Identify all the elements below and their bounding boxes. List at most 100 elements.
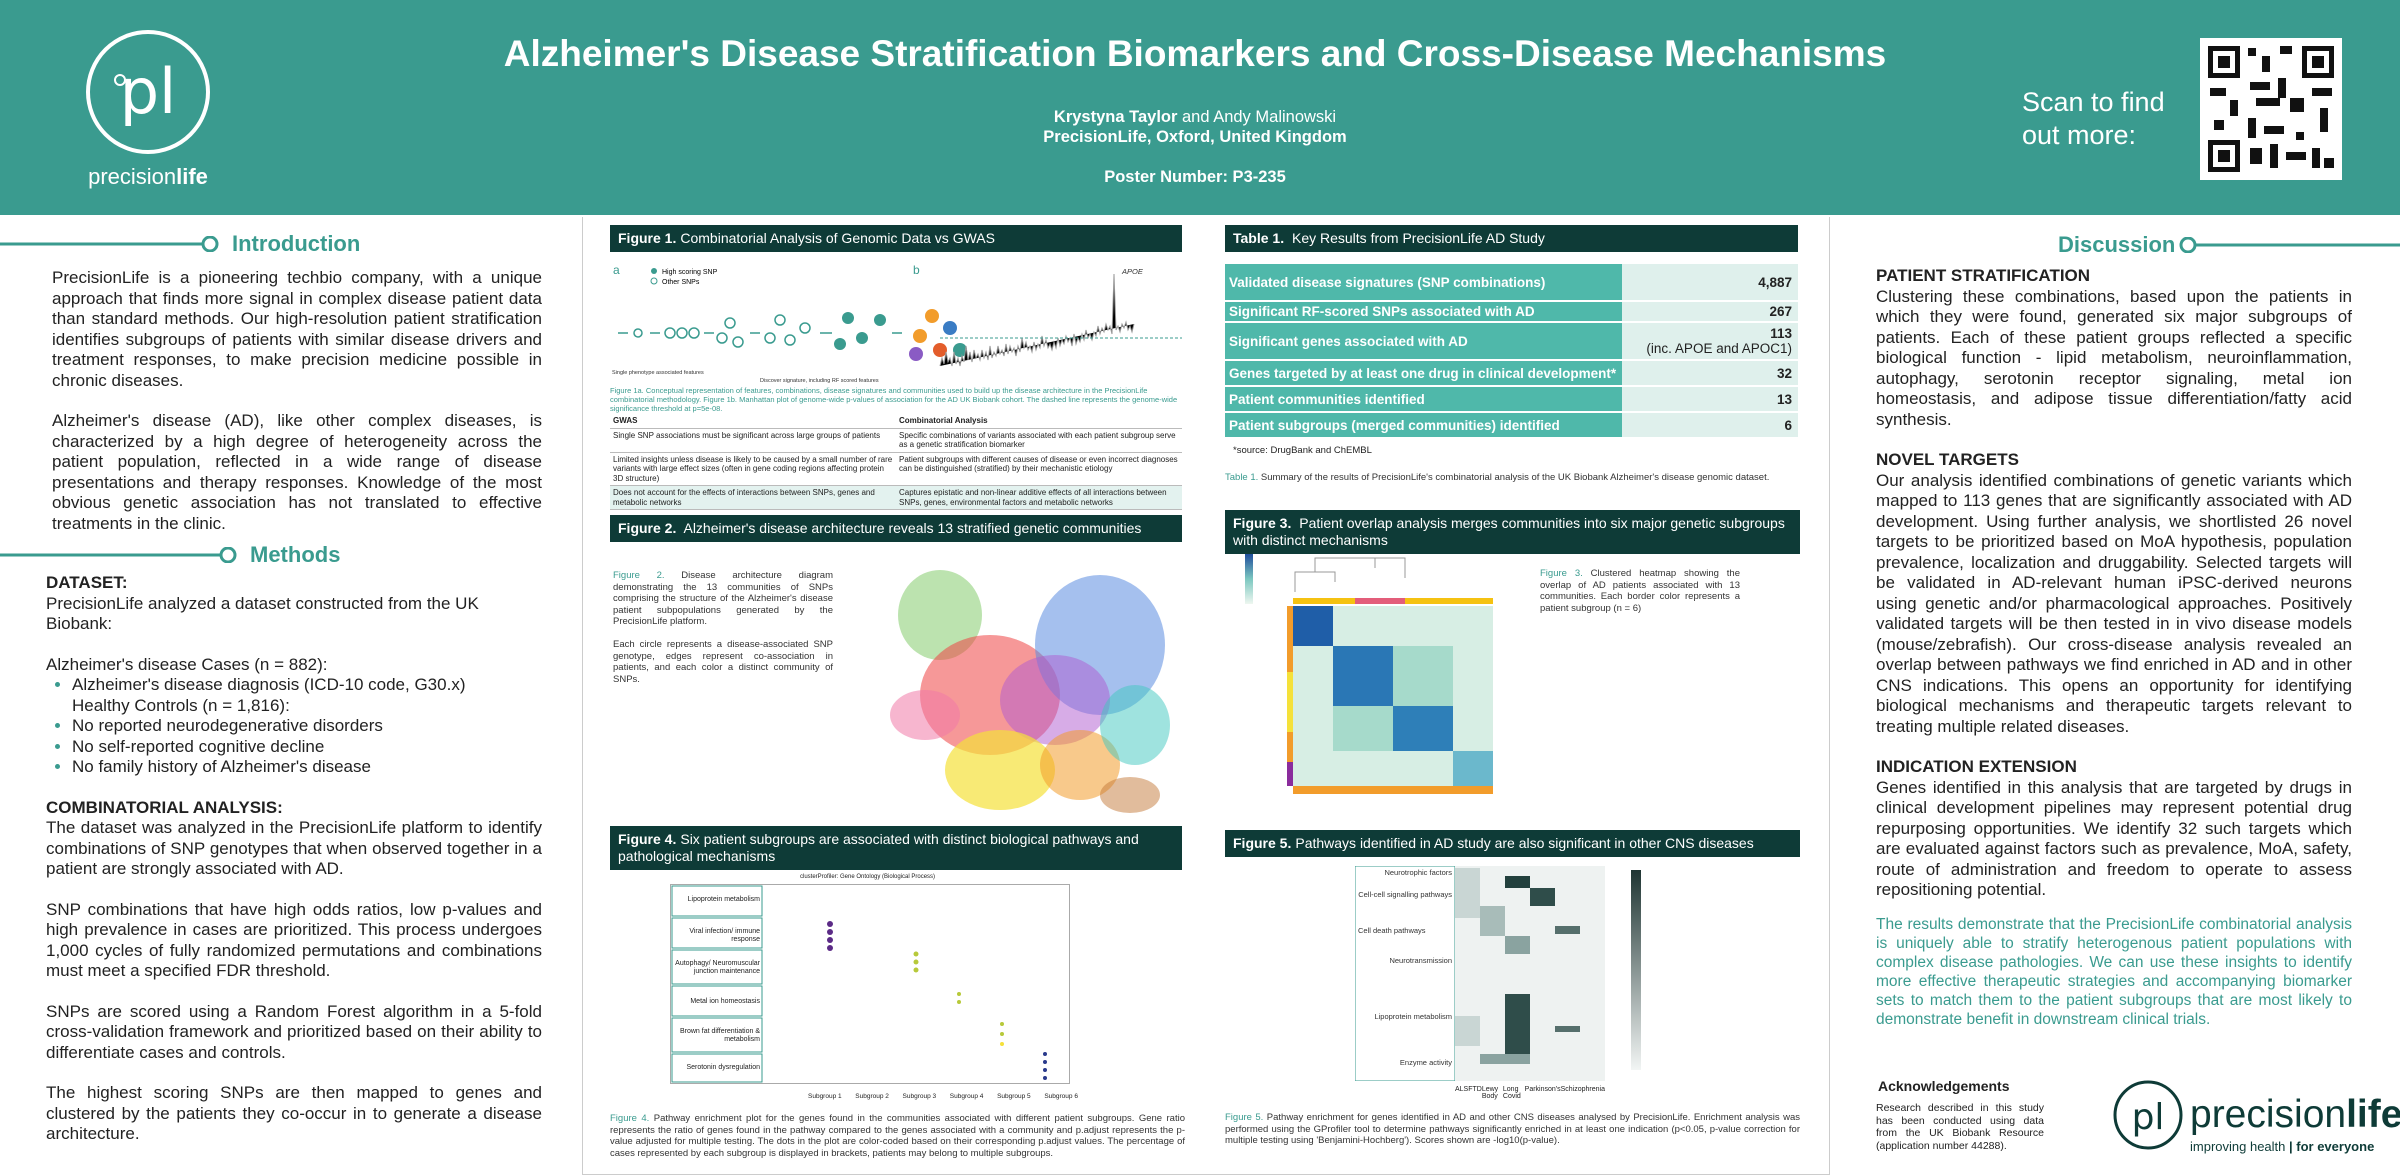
header — [0, 0, 2400, 215]
svg-text:Discover signature, including: Discover signature, including RF scored … — [760, 378, 879, 384]
heading-line — [0, 236, 219, 252]
svg-text:pl: pl — [2132, 1097, 2165, 1138]
figure-caption: Figure 1a. Conceptual representation of … — [610, 386, 1178, 413]
bullet: No family history of Alzheimer's disease — [72, 757, 542, 778]
step-label: Discover signature, including RF scored … — [760, 378, 879, 384]
poster-title: Alzheimer's Disease Stratification Bioma… — [503, 33, 1887, 74]
gene-label: APOE — [1121, 267, 1144, 276]
table-cell: Does not account for the effects of inte… — [610, 485, 896, 510]
value-note: (inc. APOE and APOC1) — [1646, 341, 1792, 356]
x-label: Lewy Body — [1481, 1086, 1499, 1100]
scan-text: Scan to find out more: — [2022, 87, 2165, 150]
footer-logo: pl precisionlife improving health | for … — [2113, 1080, 2400, 1154]
figure-title: Figure 1. Combinatorial Analysis of Genom… — [610, 225, 1182, 252]
section-heading: Introduction — [232, 231, 361, 256]
caption-label: Figure 3. — [1540, 568, 1583, 579]
caption-label: Figure 5. — [1225, 1112, 1264, 1123]
y-label: Lipoprotein metabolism — [1374, 1012, 1452, 1021]
figure-title-text: Alzheimer's disease architecture reveals… — [683, 520, 1142, 536]
table-row-label: Significant genes associated with AD — [1225, 323, 1622, 359]
table-note: *source: DrugBank and ChEMBL — [1233, 445, 1372, 456]
svg-text:precisionlife: precisionlife — [88, 164, 208, 189]
paragraph: PrecisionLife analyzed a dataset constru… — [46, 593, 479, 634]
panel-label: a — [613, 263, 620, 277]
affiliation: PrecisionLife, Oxford, United Kingdom — [1043, 128, 1347, 146]
table-row-label: Patient subgroups (merged communities) i… — [1225, 413, 1622, 437]
x-labels: ALS FTD Lewy Body Long Covid Parkinson's Schi… — [1455, 1086, 1605, 1100]
x-label: Subgroup 3 — [902, 1093, 937, 1100]
pathway-labels: Neurotrophic factors Cell-cell signallin… — [1358, 868, 1452, 1067]
figure-label: Figure 2. — [618, 520, 677, 536]
figure-1: a b High scoring SNP Other SNPs Single p… — [612, 263, 1182, 384]
table-header: GWAS — [610, 414, 896, 429]
label: Healthy Controls (n = 1,816): — [72, 695, 290, 715]
paragraph: Our analysis identified combinations of … — [1876, 470, 2352, 736]
qr-code — [2200, 38, 2342, 180]
caption-text: Summary of the results of PrecisionLife'… — [1260, 472, 1770, 483]
heatmap — [1245, 554, 1493, 794]
figure-title: Figure 4. Six patient subgroups are assoc… — [610, 826, 1182, 870]
figure-title-text: Patient overlap analysis merges communit… — [1233, 515, 1785, 548]
table-row-label: Significant RF-scored SNPs associated wi… — [1225, 302, 1622, 321]
svg-text:precisionlife: precisionlife — [2190, 1093, 2400, 1136]
label: COMBINATORIAL ANALYSIS: — [46, 797, 283, 817]
table-cell: Captures epistatic and non-linear additi… — [896, 485, 1182, 510]
caption-label: Figure 4. — [610, 1113, 650, 1124]
dot-plot — [670, 884, 1070, 1084]
table-value: 113 (inc. APOE and APOC1) — [1622, 323, 1798, 359]
paragraph: Alzheimer's disease (AD), like other com… — [52, 411, 542, 533]
heading-line — [2179, 237, 2400, 253]
author: and Andy Malinowski — [1182, 108, 1337, 126]
logo-word: life — [2346, 1093, 2400, 1136]
x-label: Subgroup 1 — [808, 1093, 842, 1100]
intro-text: PrecisionLife is a pioneering techbio co… — [52, 268, 542, 534]
y-label: Autophagy/ Neuromuscular junction mainte… — [675, 960, 760, 975]
logo-word: precision — [2190, 1093, 2346, 1136]
table-value: 267 — [1622, 302, 1798, 321]
table-title: Table 1. Key Results from PrecisionLife … — [1225, 225, 1798, 252]
authors: Krystyna Taylor and Andy Malinowski Preci… — [820, 107, 1570, 147]
label: DATASET: — [46, 573, 128, 592]
legend-label: High scoring SNP — [662, 269, 718, 276]
paragraph: SNPs are scored using a Random Forest al… — [46, 1001, 542, 1062]
caption-text: Clustered heatmap showing the overlap of… — [1540, 568, 1740, 614]
tagline: | for everyone — [2289, 1139, 2374, 1154]
figure-title: Figure 2. Alzheimer's disease architectu… — [610, 515, 1182, 542]
figure-title: Figure 5. Pathways identified in AD study… — [1225, 830, 1800, 857]
x-label: ALS — [1455, 1086, 1469, 1093]
caption-text: Each circle represents a disease-associa… — [613, 639, 833, 685]
subheading: PATIENT STRATIFICATION — [1876, 266, 2091, 285]
subheading: INDICATION EXTENSION — [1876, 757, 2077, 776]
x-label: Subgroup 2 — [855, 1093, 889, 1100]
pathway-heatmap — [1355, 866, 1641, 1081]
figure-caption: Figure 4. Pathway enrichment plot for th… — [610, 1113, 1185, 1159]
figure-title-text: Six patient subgroups are associated wit… — [618, 831, 1139, 864]
figure-title-text: Pathways identified in AD study are also… — [1295, 835, 1754, 851]
x-label: Parkinson's — [1524, 1086, 1561, 1093]
y-label: Neurotransmission — [1389, 956, 1452, 965]
bullet: No self-reported cognitive decline — [72, 737, 542, 758]
dot-plot-marks — [671, 885, 1047, 1083]
table-cell: Patient subgroups with different causes … — [896, 452, 1182, 486]
paragraph: SNP combinations that have high odds rat… — [46, 899, 542, 981]
figure-caption: Figure 3. Clustered heatmap showing the … — [1540, 568, 1740, 614]
y-label: Enzyme activity — [1399, 1058, 1452, 1067]
y-label: Viral infection/ immune response — [689, 928, 760, 943]
table-row-label: Patient communities identified — [1225, 387, 1622, 411]
table-row-label: Validated disease signatures (SNP combin… — [1225, 264, 1622, 300]
table-cell: Specific combinations of variants associ… — [896, 428, 1182, 453]
step-label: Single phenotype associated features — [612, 370, 704, 376]
y-label: Serotonin dysregulation — [686, 1064, 760, 1071]
section-heading: Discussion — [2058, 232, 2176, 257]
caption-text: Disease architecture diagram demonstrati… — [613, 570, 834, 627]
legend-label: Other SNPs — [662, 279, 700, 286]
figure-title: Figure 3. Patient overlap analysis merge… — [1225, 510, 1800, 554]
section-heading: Methods — [250, 542, 341, 567]
label: Alzheimer's disease Cases (n = 882): — [46, 654, 328, 674]
svg-text:improving health | for everyon: improving health | for everyone — [2190, 1139, 2374, 1154]
table-value: 32 — [1622, 361, 1798, 385]
y-label: Cell death pathways — [1358, 926, 1426, 935]
logo-word: life — [176, 164, 208, 189]
discussion-text: PATIENT STRATIFICATION Clustering these … — [1876, 266, 2352, 1029]
table-value: 6 — [1622, 413, 1798, 437]
